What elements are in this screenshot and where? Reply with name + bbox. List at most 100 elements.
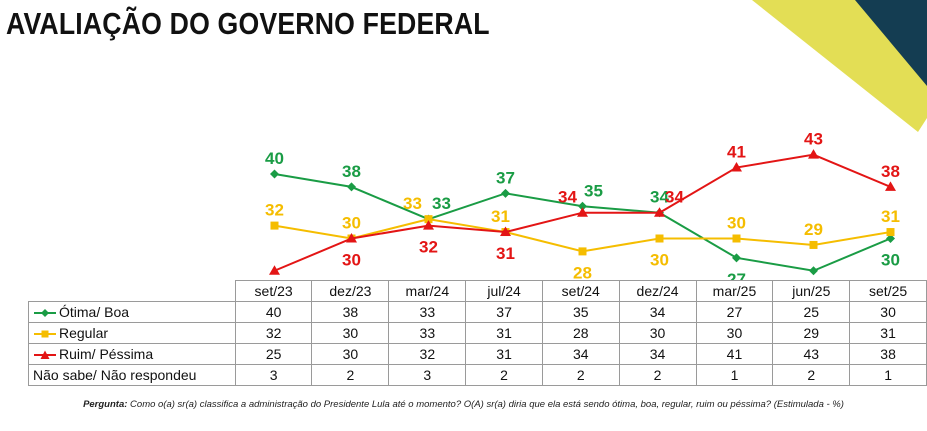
data-label-otima-boa: 27	[727, 270, 746, 280]
table-cell: 34	[541, 343, 620, 365]
table-cell: 30	[311, 343, 390, 365]
column-header: mar/24	[388, 280, 467, 302]
table-cell: 33	[388, 322, 467, 344]
data-label-ruim-pessima: 30	[342, 251, 361, 270]
table-cell: 29	[772, 322, 851, 344]
point-ruim-pessima	[808, 149, 819, 159]
row-label: Não sabe/ Não respondeu	[28, 364, 236, 386]
column-header: set/25	[849, 280, 927, 302]
data-label-regular: 29	[804, 220, 823, 239]
row-label: Ótima/ Boa	[28, 301, 236, 323]
point-ruim-pessima	[423, 220, 434, 230]
table-cell: 28	[541, 322, 620, 344]
data-label-otima-boa: 33	[432, 194, 451, 213]
data-label-regular: 31	[881, 207, 900, 226]
legend-otima-boa-icon	[34, 309, 56, 318]
data-label-otima-boa: 38	[342, 162, 361, 181]
line-chart: 4038333735342725303230333128303029312530…	[265, 130, 900, 280]
series-line-otima-boa	[274, 173, 891, 272]
point-otima-boa	[501, 188, 510, 198]
table-row: Não sabe/ Não respondeu 3 2 3 2 2 2 1 2 1	[28, 364, 927, 386]
data-label-regular: 28	[573, 263, 592, 280]
table-cell: 40	[234, 301, 313, 323]
column-header: jun/25	[772, 280, 851, 302]
point-otima-boa	[732, 253, 741, 263]
table-cell: 30	[618, 322, 697, 344]
point-regular	[809, 240, 818, 249]
point-otima-boa	[809, 266, 818, 276]
data-table: set/23 dez/23 mar/24 jul/24 set/24 dez/24 mar/…	[28, 280, 927, 386]
table-corner-cell	[28, 280, 236, 302]
data-label-regular: 30	[727, 214, 746, 233]
table-cell: 31	[849, 322, 927, 344]
table-cell: 2	[772, 364, 851, 386]
data-label-ruim-pessima: 31	[496, 244, 515, 263]
data-label-regular: 33	[403, 194, 422, 213]
column-header: jul/24	[465, 280, 543, 302]
table-cell: 32	[234, 322, 313, 344]
point-regular	[732, 234, 741, 243]
data-label-ruim-pessima: 41	[727, 143, 746, 162]
point-otima-boa	[270, 169, 279, 179]
question-text: Como o(a) sr(a) classifica a administraç…	[127, 399, 844, 410]
point-ruim-pessima	[500, 226, 511, 237]
table-cell: 3	[234, 364, 313, 386]
point-regular	[655, 234, 664, 243]
table-row: Ótima/ Boa 40 38 33 37 35 34 27 25 30	[28, 301, 927, 323]
legend-ruim-pessima-icon	[34, 350, 56, 360]
data-label-ruim-pessima: 34	[665, 188, 684, 207]
data-label-otima-boa: 37	[496, 168, 515, 187]
data-label-otima-boa: 35	[584, 181, 603, 200]
table-cell: 3	[388, 364, 467, 386]
data-label-ruim-pessima: 43	[804, 130, 823, 149]
table-cell: 25	[234, 343, 313, 365]
table-cell: 34	[618, 301, 697, 323]
column-header: mar/25	[695, 280, 774, 302]
point-regular	[578, 247, 587, 256]
row-label: Ruim/ Péssima	[28, 343, 236, 365]
data-label-regular: 30	[342, 214, 361, 233]
data-label-ruim-pessima: 32	[419, 238, 438, 257]
point-regular	[886, 228, 895, 237]
column-header: dez/24	[618, 280, 697, 302]
table-cell: 2	[465, 364, 543, 386]
table-cell: 38	[849, 343, 927, 365]
table-cell: 31	[465, 322, 543, 344]
point-regular	[270, 221, 279, 230]
table-cell: 43	[772, 343, 851, 365]
table-cell: 34	[618, 343, 697, 365]
table-cell: 25	[772, 301, 851, 323]
page-title: AVALIAÇÃO DO GOVERNO FEDERAL	[6, 6, 490, 41]
table-cell: 32	[388, 343, 467, 365]
data-label-otima-boa: 40	[265, 149, 284, 168]
data-label-ruim-pessima: 34	[558, 188, 577, 207]
point-ruim-pessima	[654, 207, 665, 217]
table-cell: 1	[849, 364, 927, 386]
data-label-regular: 31	[491, 207, 510, 226]
column-header: set/23	[234, 280, 313, 302]
column-header: dez/23	[311, 280, 390, 302]
table-row: Regular 32 30 33 31 28 30 30 29 31	[28, 322, 927, 344]
table-cell: 35	[541, 301, 620, 323]
table-cell: 38	[311, 301, 390, 323]
point-ruim-pessima	[577, 207, 588, 217]
column-header: set/24	[541, 280, 620, 302]
table-cell: 30	[311, 322, 390, 344]
table-cell: 2	[311, 364, 390, 386]
row-label: Regular	[28, 322, 236, 344]
point-ruim-pessima	[731, 162, 742, 172]
point-ruim-pessima	[269, 265, 280, 275]
data-label-regular: 30	[650, 251, 669, 270]
question-label: Pergunta:	[83, 399, 128, 410]
legend-regular-icon	[34, 330, 56, 338]
point-ruim-pessima	[346, 233, 357, 243]
table-cell: 2	[618, 364, 697, 386]
table-row: Ruim/ Péssima 25 30 32 31 34 34 41 43 38	[28, 343, 927, 365]
point-otima-boa	[578, 201, 587, 211]
data-label-otima-boa: 34	[650, 188, 669, 207]
table-cell: 2	[541, 364, 620, 386]
table-cell: 27	[695, 301, 774, 323]
table-cell: 30	[849, 301, 927, 323]
table-cell: 31	[465, 343, 543, 365]
